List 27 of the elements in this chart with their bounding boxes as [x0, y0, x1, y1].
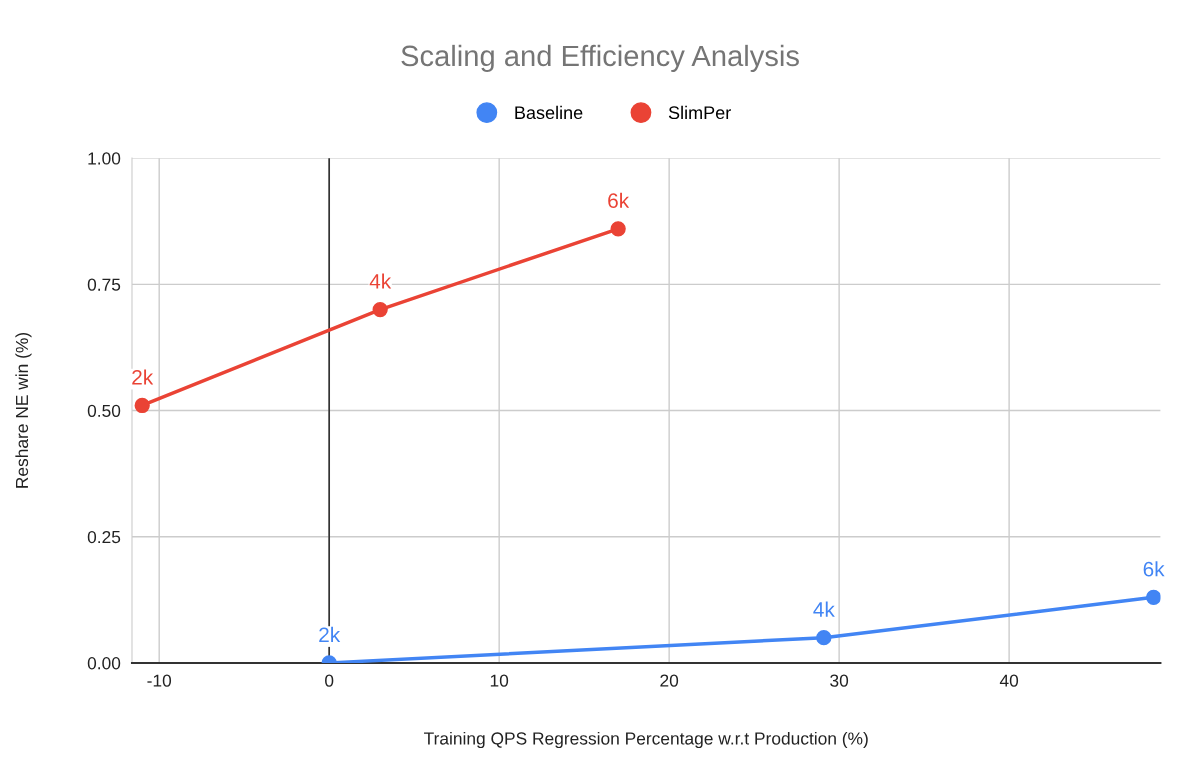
- x-tick-label: -10: [147, 674, 172, 687]
- annotation: 4k: [369, 273, 392, 289]
- annotation: 6k: [1143, 561, 1165, 577]
- point: [610, 221, 626, 237]
- annotation: 2k: [319, 626, 341, 642]
- y-tick-label: 0.75: [87, 278, 121, 291]
- point: [134, 397, 150, 414]
- y-tick-label: 0.25: [87, 530, 121, 544]
- y-axis-title: Reshare NE win (%): [15, 332, 32, 488]
- x-tick-label: 30: [830, 674, 849, 687]
- y-tick-label: 0.00: [87, 657, 121, 670]
- annotation: 6k: [608, 192, 630, 209]
- x-axis-title: Training QPS Regression Percentage w.r.t Production (%): [424, 731, 868, 749]
- y-tick-label: 1.00: [88, 152, 121, 165]
- x-tick-label: 0: [325, 674, 334, 687]
- chart-title: Scaling and Efficiency Analysis: [401, 44, 799, 73]
- x-tick-label: 10: [490, 674, 509, 687]
- legend-label: SlimPer: [668, 105, 731, 120]
- point: [372, 301, 388, 318]
- x-tick-label: 20: [660, 674, 679, 687]
- annotation: 4k: [813, 601, 835, 617]
- annotation: 2k: [132, 369, 154, 385]
- legend-label: Baseline: [515, 105, 583, 120]
- y-tick-label: 0.50: [87, 404, 121, 417]
- x-tick-label: 40: [999, 674, 1019, 687]
- point: [1145, 589, 1161, 605]
- point: [816, 630, 832, 646]
